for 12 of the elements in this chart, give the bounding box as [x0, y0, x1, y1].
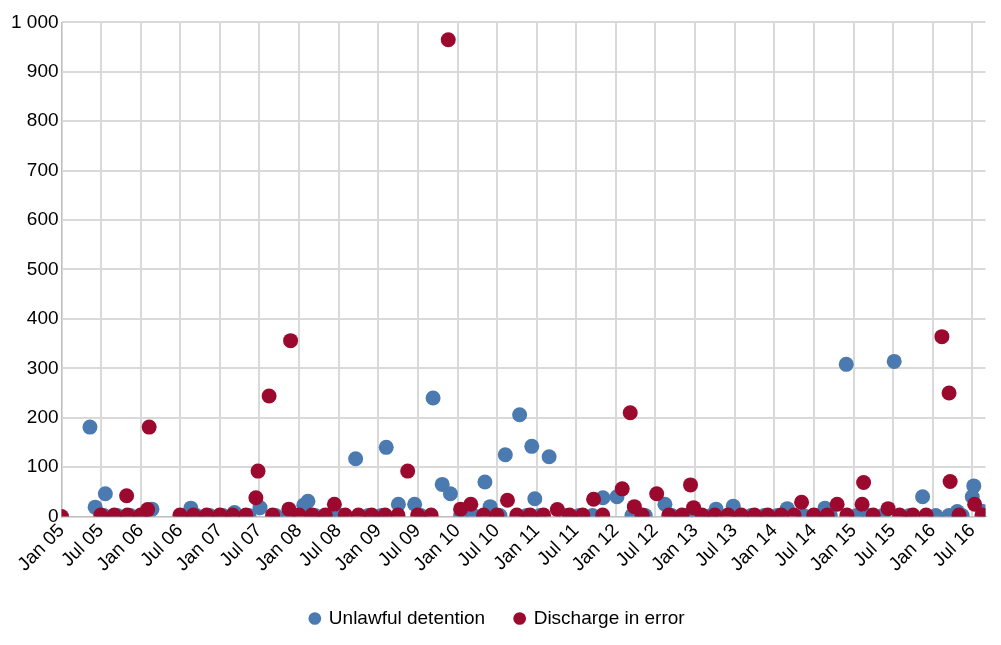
y-tick-label: 1 000 [11, 10, 59, 32]
y-tick-label: 900 [26, 60, 59, 82]
y-tick-label: 100 [26, 455, 59, 477]
y-tick-label: 200 [26, 405, 59, 427]
y-tick-label: 500 [26, 257, 59, 279]
legend-label: Discharge in error [533, 606, 686, 628]
y-tick-label: 800 [26, 109, 59, 131]
y-tick-label: 600 [26, 208, 59, 230]
y-tick-label: 300 [26, 356, 59, 378]
legend-label: Unlawful detention [328, 606, 486, 628]
y-tick-label: 700 [26, 158, 59, 180]
y-tick-label: 400 [26, 307, 59, 329]
